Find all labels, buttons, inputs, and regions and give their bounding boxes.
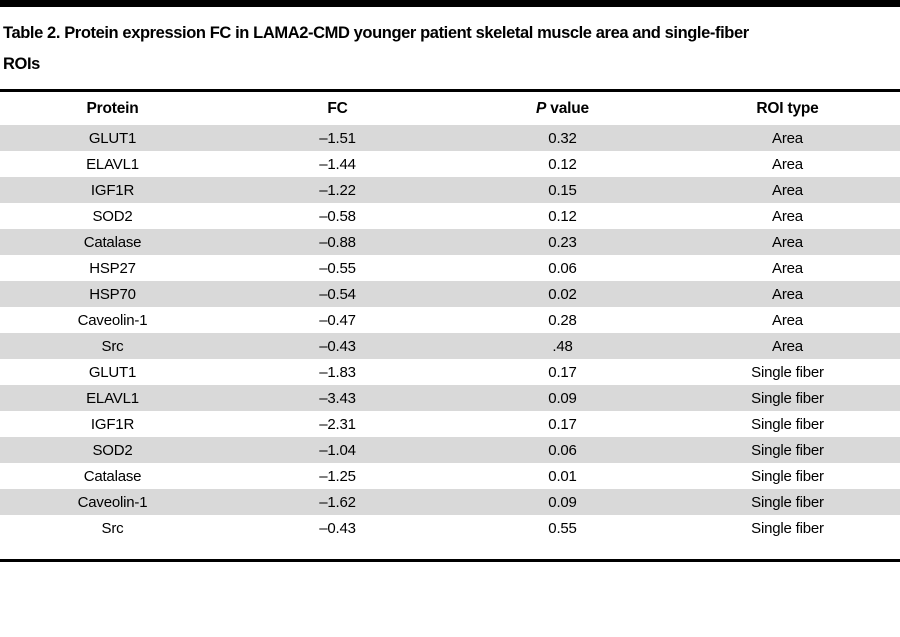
table-row: Caveolin-1 –1.62 0.09 Single fiber <box>0 489 900 515</box>
cell-p-value: 0.32 <box>548 130 577 147</box>
table-row: ELAVL1 –3.43 0.09 Single fiber <box>0 385 900 411</box>
table-row: Catalase –0.88 0.23 Area <box>0 229 900 255</box>
cell-p-value: 0.12 <box>548 156 577 173</box>
cell-protein: Catalase <box>83 468 142 485</box>
cell-p-value: 0.06 <box>548 260 577 277</box>
cell-roi-type: Single fiber <box>751 364 824 381</box>
cell-fc: –1.62 <box>319 494 356 511</box>
table-row: GLUT1 –1.51 0.32 Area <box>0 125 900 151</box>
cell-protein: IGF1R <box>90 416 135 433</box>
cell-roi-type: Single fiber <box>751 494 824 511</box>
cell-protein: HSP27 <box>89 260 136 277</box>
cell-roi-type: Area <box>772 338 803 355</box>
cell-p-value: 0.17 <box>548 364 577 381</box>
cell-protein: SOD2 <box>92 442 133 459</box>
table-title-line2: ROIs <box>3 55 40 73</box>
cell-roi-type: Area <box>772 234 803 251</box>
cell-p-value: 0.12 <box>548 208 577 225</box>
cell-fc: –1.22 <box>319 182 356 199</box>
cell-protein: SOD2 <box>92 208 133 225</box>
cell-p-value: 0.09 <box>548 494 577 511</box>
bottom-spacer <box>0 541 900 559</box>
cell-roi-type: Area <box>772 208 803 225</box>
p-value-rest: value <box>546 100 589 118</box>
cell-p-value: 0.55 <box>548 520 577 537</box>
cell-p-value: .48 <box>552 338 573 355</box>
cell-fc: –0.55 <box>319 260 356 277</box>
cell-protein: Src <box>101 338 124 355</box>
cell-protein: IGF1R <box>90 182 135 199</box>
table-title-line1: Table 2. Protein expression FC in LAMA2-… <box>3 24 749 42</box>
cell-fc: –3.43 <box>319 390 356 407</box>
cell-fc: –0.88 <box>319 234 356 251</box>
table-row: Catalase –1.25 0.01 Single fiber <box>0 463 900 489</box>
cell-fc: –1.44 <box>319 156 356 173</box>
cell-p-value: 0.23 <box>548 234 577 251</box>
cell-fc: –0.43 <box>319 520 356 537</box>
table-row: HSP70 –0.54 0.02 Area <box>0 281 900 307</box>
cell-protein: Caveolin-1 <box>77 494 148 511</box>
table-header-row: Protein FC P value ROI type <box>0 92 900 125</box>
column-header-protein: Protein <box>86 100 139 118</box>
p-value-italic-p: P <box>536 100 547 118</box>
cell-fc: –1.51 <box>319 130 356 147</box>
cell-roi-type: Area <box>772 182 803 199</box>
cell-p-value: 0.15 <box>548 182 577 199</box>
cell-protein: Src <box>101 520 124 537</box>
cell-roi-type: Single fiber <box>751 468 824 485</box>
cell-fc: –1.83 <box>319 364 356 381</box>
table-row: ELAVL1 –1.44 0.12 Area <box>0 151 900 177</box>
cell-fc: –1.25 <box>319 468 356 485</box>
table-row: IGF1R –1.22 0.15 Area <box>0 177 900 203</box>
cell-roi-type: Area <box>772 260 803 277</box>
table-row: GLUT1 –1.83 0.17 Single fiber <box>0 359 900 385</box>
cell-roi-type: Area <box>772 286 803 303</box>
cell-fc: –0.54 <box>319 286 356 303</box>
cell-protein: ELAVL1 <box>86 390 139 407</box>
cell-roi-type: Area <box>772 130 803 147</box>
cell-p-value: 0.02 <box>548 286 577 303</box>
cell-fc: –1.04 <box>319 442 356 459</box>
column-header-roi-type: ROI type <box>756 100 819 118</box>
table-row: HSP27 –0.55 0.06 Area <box>0 255 900 281</box>
column-header-p-value: P value <box>450 100 675 117</box>
table-body: GLUT1 –1.51 0.32 Area ELAVL1 –1.44 0.12 Area IGF… <box>0 125 900 541</box>
table-row: SOD2 –1.04 0.06 Single fiber <box>0 437 900 463</box>
top-black-bar <box>0 0 900 7</box>
cell-protein: ELAVL1 <box>86 156 139 173</box>
column-header-fc: FC <box>327 100 348 118</box>
cell-p-value: 0.06 <box>548 442 577 459</box>
table-row: Src –0.43 0.55 Single fiber <box>0 515 900 541</box>
cell-protein: Catalase <box>83 234 142 251</box>
cell-p-value: 0.28 <box>548 312 577 329</box>
cell-protein: GLUT1 <box>88 130 137 147</box>
cell-protein: HSP70 <box>89 286 136 303</box>
table-bottom-rule <box>0 559 900 562</box>
cell-protein: GLUT1 <box>88 364 137 381</box>
header-top-rule <box>0 89 900 92</box>
cell-p-value: 0.09 <box>548 390 577 407</box>
cell-roi-type: Single fiber <box>751 416 824 433</box>
cell-roi-type: Single fiber <box>751 390 824 407</box>
protein-expression-table: Protein FC P value ROI type GLUT1 –1.51 0.… <box>0 92 900 541</box>
cell-roi-type: Area <box>772 156 803 173</box>
table-title: Table 2. Protein expression FC in LAMA2-… <box>0 7 900 80</box>
cell-p-value: 0.01 <box>548 468 577 485</box>
table-row: IGF1R –2.31 0.17 Single fiber <box>0 411 900 437</box>
cell-fc: –0.43 <box>319 338 356 355</box>
table-row: Caveolin-1 –0.47 0.28 Area <box>0 307 900 333</box>
cell-fc: –0.47 <box>319 312 356 329</box>
cell-fc: –2.31 <box>319 416 356 433</box>
cell-roi-type: Single fiber <box>751 442 824 459</box>
table-row: Src –0.43 .48 Area <box>0 333 900 359</box>
table-row: SOD2 –0.58 0.12 Area <box>0 203 900 229</box>
cell-fc: –0.58 <box>319 208 356 225</box>
cell-p-value: 0.17 <box>548 416 577 433</box>
cell-protein: Caveolin-1 <box>77 312 148 329</box>
cell-roi-type: Area <box>772 312 803 329</box>
cell-roi-type: Single fiber <box>751 520 824 537</box>
